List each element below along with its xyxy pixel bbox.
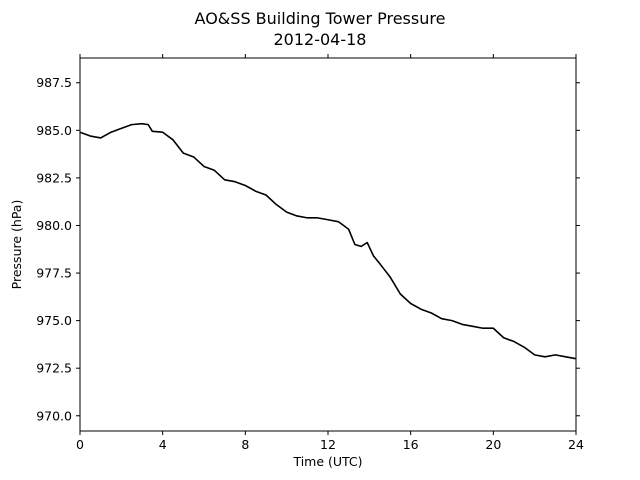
axis-ticks: 0 4 8 12 16 20 24 970.0 972.5 975.0 977.5 980.0 982.… [36, 54, 584, 452]
y-tick-label: 985.0 [36, 123, 72, 138]
y-tick-label: 970.0 [36, 408, 72, 423]
y-tick-label: 972.5 [36, 361, 72, 376]
y-tick-label: 982.5 [36, 170, 72, 185]
chart-subtitle: 2012-04-18 [274, 30, 367, 49]
pressure-series-line [79, 122, 577, 360]
plot-area [79, 122, 577, 360]
chart-title: AO&SS Building Tower Pressure [195, 9, 446, 28]
x-tick-label: 12 [320, 437, 336, 452]
x-tick-label: 24 [568, 437, 584, 452]
x-tick-label: 0 [76, 437, 84, 452]
x-tick-label: 20 [485, 437, 501, 452]
y-tick-label: 977.5 [36, 266, 72, 281]
y-tick-label: 987.5 [36, 75, 72, 90]
x-axis-label: Time (UTC) [292, 454, 362, 469]
x-tick-label: 16 [403, 437, 419, 452]
y-axis-label: Pressure (hPa) [9, 200, 24, 290]
axes-frame [79, 57, 577, 432]
x-tick-label: 4 [159, 437, 167, 452]
y-tick-label: 975.0 [36, 313, 72, 328]
x-tick-label: 8 [241, 437, 249, 452]
y-tick-label: 980.0 [36, 218, 72, 233]
